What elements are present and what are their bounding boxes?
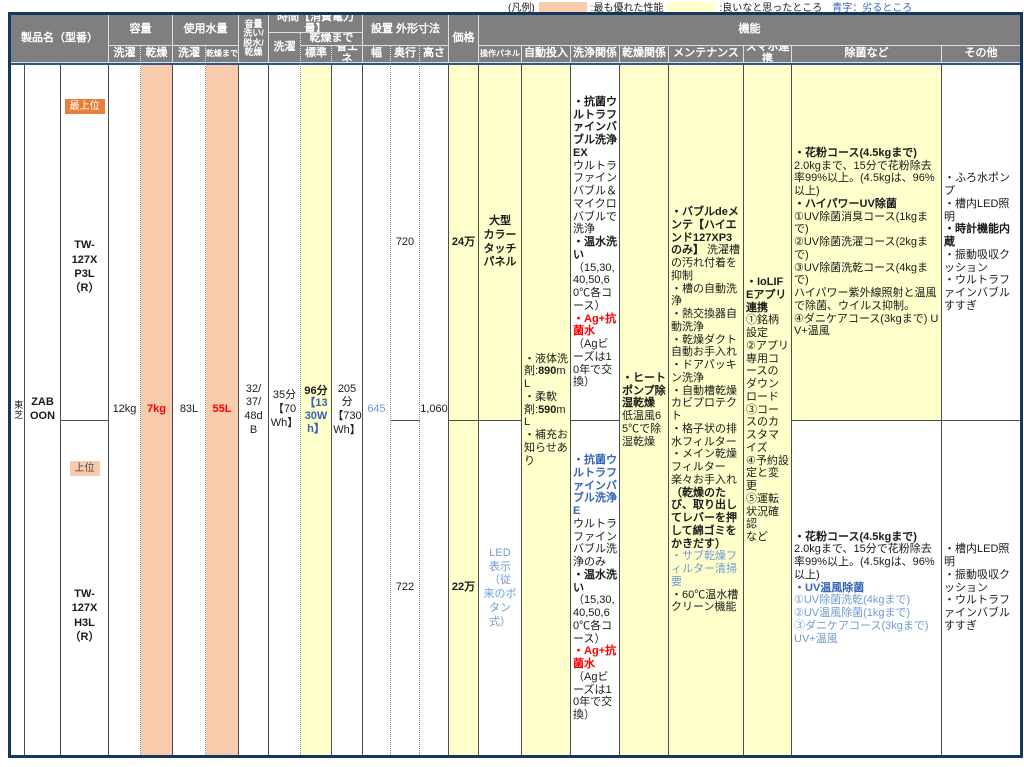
- price-value-1: 24万: [449, 63, 479, 421]
- capacity-dry-value: 7kg: [141, 63, 173, 755]
- legend: (凡例) :最も優れた性能 :良いなと思ったところ 青字：劣るところ: [508, 0, 913, 14]
- comparison-table-frame: 製品名（型番） 容量 洗濯 乾燥 使用水量 洗濯 乾燥まで 音量 洗い/ 脱水/…: [8, 12, 1023, 758]
- header-water-dry: 乾燥まで: [206, 46, 239, 63]
- smartphone-cell: ・IoLIFEアプリ連携 ①銘柄設定 ②アプリ専用コースのダウンロード ③コース…: [744, 63, 792, 755]
- header-water-wash: 洗濯: [173, 46, 206, 63]
- header-dry-related: 乾燥関係: [620, 46, 669, 63]
- grade-badge-upper: 上位: [69, 461, 100, 476]
- header-height: 高さ: [420, 46, 449, 63]
- header-capacity: 容量: [109, 15, 173, 46]
- width-value: 645: [363, 63, 391, 755]
- auto-dispense-cell: ・液体洗剤:890mL ・柔軟剤:590mL ・補充お知らせあり: [522, 63, 571, 755]
- other-cell-2: ・槽内LED照明 ・振動吸収クッション ・ウルトラファインバブルすすぎ: [942, 421, 1020, 755]
- grade-badge-top: 最上位: [64, 99, 105, 114]
- sanitize-cell-1: ・花粉コース(4.5kgまで) 2.0kgまで、15分で花粉除去率99%以上。(…: [792, 63, 942, 421]
- header-time-std: 標準: [301, 46, 332, 63]
- panel-cell-1: 大型 カラー タッチ パネル: [479, 63, 522, 421]
- header-price: 価格: [449, 15, 479, 63]
- legend-good-swatch: [667, 1, 716, 12]
- other-cell-1: ・ふろ水ポンプ ・槽内LED照明 ・時計機能内蔵 ・振動吸収クッション ・ウルト…: [942, 63, 1020, 421]
- time-eco-value: 205 分 【730 Wh】: [332, 63, 363, 755]
- header-features: 機能: [479, 15, 1020, 46]
- noise-value: 32/ 37/ 48d B: [239, 63, 269, 755]
- maker-cell: 東芝: [11, 63, 25, 755]
- header-time-wash: 洗濯: [269, 33, 301, 63]
- time-standard-value: 96分 【13 30W h】: [301, 63, 332, 755]
- brand-cell: ZABOON: [25, 63, 61, 755]
- legend-best-label: :最も優れた性能: [590, 3, 664, 14]
- panel-cell-2: LED 表示 （従 来のボ タン 式）: [479, 421, 522, 755]
- depth-value-2: 722: [391, 421, 420, 755]
- legend-caption: (凡例): [508, 3, 535, 14]
- capacity-wash-value: 12kg: [109, 63, 141, 755]
- height-value: 1,060: [420, 63, 449, 755]
- dry-related-cell: ・ヒートポンプ除湿乾燥 低温風65℃で除湿乾燥: [620, 63, 669, 755]
- legend-good-label: :良いなと思ったところ: [719, 3, 823, 14]
- sanitize-cell-2: ・花粉コース(4.5kgまで) 2.0kgまで、15分で花粉除去率99%以上。(…: [792, 421, 942, 755]
- header-width: 幅: [363, 46, 391, 63]
- header-dims: 設置 外形寸法: [363, 15, 449, 46]
- comparison-table: 製品名（型番） 容量 洗濯 乾燥 使用水量 洗濯 乾燥まで 音量 洗い/ 脱水/…: [11, 15, 1020, 755]
- header-time-dry: 乾燥まで: [301, 33, 363, 46]
- header-smartphone: スマホ連携: [744, 46, 792, 63]
- water-dry-value: 55L: [206, 63, 239, 755]
- header-capacity-wash: 洗濯: [109, 46, 141, 63]
- legend-best-swatch: [538, 1, 587, 12]
- header-panel: 操作パネル: [479, 46, 522, 63]
- depth-value-1: 720: [391, 63, 420, 421]
- header-water: 使用水量: [173, 15, 239, 46]
- wash-related-cell-1: ・抗菌ウルトラファインバブル洗浄EX ウルトラファインバブル＆マイクロバブルで洗…: [571, 63, 620, 421]
- header-capacity-dry: 乾燥: [141, 46, 173, 63]
- header-time: 時間【消費電力量】: [269, 15, 363, 33]
- price-value-2: 22万: [449, 421, 479, 755]
- product-cell-2: 上位 TW- 127X H3L （R）: [61, 421, 109, 755]
- wash-related-cell-2: ・抗菌ウルトラファインバブル洗浄E ウルトラファインバブル洗浄のみ ・温水洗い …: [571, 421, 620, 755]
- header-sanitize: 除菌など: [792, 46, 942, 63]
- header-wash-related: 洗浄関係: [571, 46, 620, 63]
- legend-worse-label: 青字：劣るところ: [832, 3, 913, 14]
- header-noise: 音量 洗い/ 脱水/ 乾燥: [239, 15, 269, 63]
- header-other: その他: [942, 46, 1020, 63]
- product-cell-1: 最上位 TW- 127X P3L （R）: [61, 63, 109, 421]
- time-wash-value: 35分 【70 Wh】: [269, 63, 301, 755]
- model-number-2: TW- 127X H3L （R）: [69, 587, 100, 643]
- header-time-eco: 省エネ: [332, 46, 363, 63]
- water-wash-value: 83L: [173, 63, 206, 755]
- header-depth: 奥行: [391, 46, 420, 63]
- header-product: 製品名（型番）: [11, 15, 109, 63]
- header-maintenance: メンテナンス: [669, 46, 744, 63]
- header-auto-dispense: 自動投入: [522, 46, 571, 63]
- model-number-1: TW- 127X P3L （R）: [69, 239, 100, 295]
- maintenance-cell: ・バブルdeメンテ【ハイエンド127XP3のみ】 洗濯槽の汚れ付着を抑制 ・槽の…: [669, 63, 744, 755]
